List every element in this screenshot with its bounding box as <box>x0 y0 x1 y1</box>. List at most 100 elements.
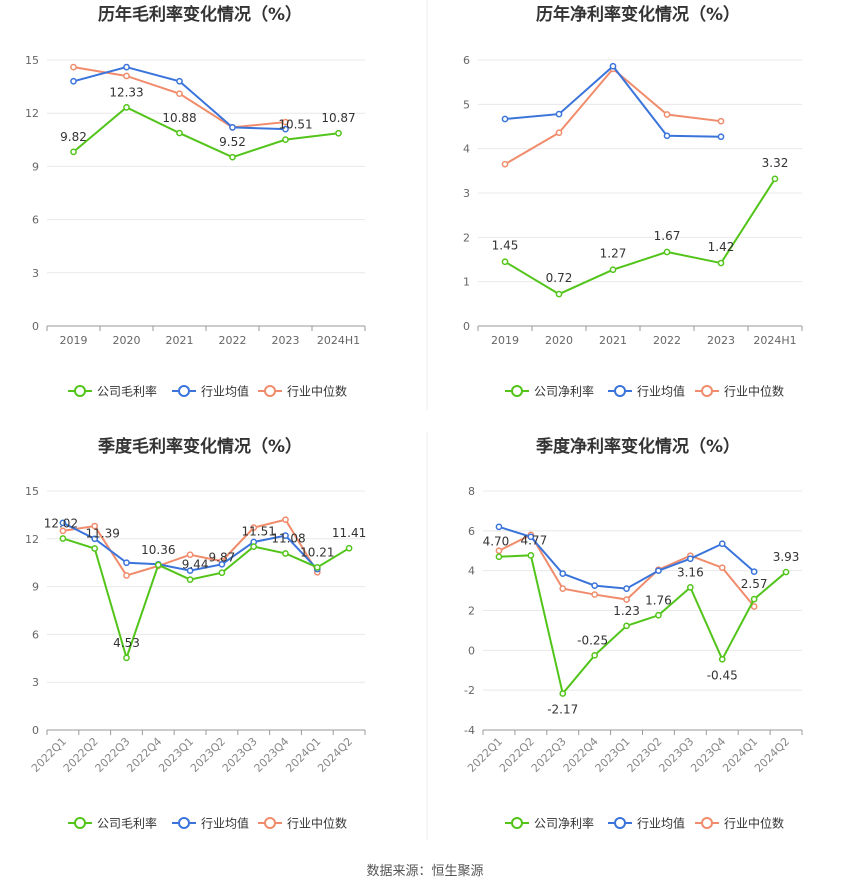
data-point[interactable] <box>655 567 662 575</box>
legend-item[interactable]: 公司毛利率 <box>68 816 157 831</box>
data-point[interactable] <box>717 259 725 267</box>
data-point[interactable] <box>591 591 599 598</box>
data-point[interactable] <box>59 519 67 527</box>
data-point[interactable] <box>218 560 226 568</box>
data-point[interactable] <box>123 572 130 579</box>
x-tick-label: 2023 <box>272 334 300 347</box>
data-point[interactable] <box>59 527 67 535</box>
data-point[interactable] <box>718 540 726 548</box>
legend-item[interactable]: 行业中位数 <box>258 384 347 399</box>
data-point[interactable] <box>186 567 194 575</box>
data-point[interactable] <box>123 63 130 71</box>
data-point[interactable] <box>70 148 77 156</box>
legend-label: 行业中位数 <box>724 816 784 831</box>
legend-item[interactable]: 行业均值 <box>172 384 249 399</box>
data-point[interactable] <box>718 655 726 663</box>
data-point[interactable] <box>559 690 567 697</box>
data-point[interactable] <box>501 160 509 168</box>
data-point[interactable] <box>591 651 599 659</box>
data-point[interactable] <box>123 654 130 662</box>
data-point[interactable] <box>771 175 779 183</box>
data-point[interactable] <box>663 111 671 118</box>
data-point[interactable] <box>555 129 563 137</box>
data-point[interactable] <box>501 115 509 123</box>
data-point[interactable] <box>282 532 289 539</box>
data-point[interactable] <box>718 564 726 572</box>
data-point[interactable] <box>555 110 563 118</box>
data-label: 11.41 <box>332 526 366 540</box>
chart-title: 历年净利率变化情况（%） <box>536 4 740 25</box>
legend-item[interactable]: 行业均值 <box>608 816 685 831</box>
data-point[interactable] <box>750 595 758 603</box>
legend-item[interactable]: 公司净利率 <box>505 816 594 831</box>
data-point[interactable] <box>623 596 630 603</box>
data-point[interactable] <box>282 136 289 143</box>
chart-4: 季度净利率变化情况（%）-4-2024682022Q12022Q22022Q32… <box>464 436 803 831</box>
data-point[interactable] <box>176 129 183 137</box>
data-point[interactable] <box>218 569 226 577</box>
legend-item[interactable]: 行业均值 <box>608 384 685 399</box>
data-point[interactable] <box>282 516 289 524</box>
data-point[interactable] <box>176 77 183 85</box>
data-point[interactable] <box>717 133 725 141</box>
data-point[interactable] <box>527 533 535 541</box>
data-point[interactable] <box>282 125 289 133</box>
data-point[interactable] <box>687 555 694 563</box>
x-tick-label: 2022 <box>653 334 681 347</box>
legend-label: 行业均值 <box>637 384 685 399</box>
data-point[interactable] <box>559 585 567 592</box>
data-point[interactable] <box>91 535 99 543</box>
legend-item[interactable]: 公司净利率 <box>505 384 594 399</box>
data-point[interactable] <box>559 570 567 578</box>
data-point[interactable] <box>335 129 342 137</box>
y-tick-label: 9 <box>32 581 39 594</box>
data-point[interactable] <box>609 62 617 70</box>
data-point[interactable] <box>663 248 671 256</box>
data-point[interactable] <box>663 132 671 140</box>
data-point[interactable] <box>250 543 258 550</box>
data-point[interactable] <box>495 553 503 561</box>
data-point[interactable] <box>176 90 183 98</box>
data-point[interactable] <box>495 547 503 555</box>
legend-item[interactable]: 行业中位数 <box>695 816 784 831</box>
legend-item[interactable]: 行业均值 <box>172 816 249 831</box>
data-point[interactable] <box>282 118 289 126</box>
data-point[interactable] <box>186 551 194 559</box>
legend-item[interactable]: 公司毛利率 <box>68 384 157 399</box>
data-point[interactable] <box>313 563 321 571</box>
data-point[interactable] <box>782 568 790 576</box>
data-point[interactable] <box>91 545 99 552</box>
data-point[interactable] <box>623 622 630 630</box>
data-point[interactable] <box>123 103 130 111</box>
data-point[interactable] <box>91 522 99 530</box>
data-point[interactable] <box>527 551 535 559</box>
data-point[interactable] <box>345 544 353 552</box>
data-point[interactable] <box>282 550 289 557</box>
data-point[interactable] <box>591 582 599 589</box>
data-point[interactable] <box>123 559 130 567</box>
data-point[interactable] <box>123 72 130 80</box>
data-point[interactable] <box>717 117 725 125</box>
data-point[interactable] <box>186 576 194 583</box>
x-tick-label: 2023 <box>707 334 735 347</box>
data-point[interactable] <box>229 153 236 161</box>
data-point[interactable] <box>687 584 694 591</box>
data-point[interactable] <box>609 266 617 274</box>
data-point[interactable] <box>655 611 662 619</box>
data-point[interactable] <box>495 523 503 531</box>
data-point[interactable] <box>250 524 258 531</box>
data-point[interactable] <box>750 568 758 576</box>
legend-item[interactable]: 行业中位数 <box>695 384 784 399</box>
data-label: 12.33 <box>109 85 143 99</box>
data-point[interactable] <box>555 290 563 298</box>
data-point[interactable] <box>750 603 758 610</box>
legend-item[interactable]: 行业中位数 <box>258 816 347 831</box>
data-point[interactable] <box>154 561 162 569</box>
data-point[interactable] <box>70 63 77 71</box>
data-point[interactable] <box>501 258 509 266</box>
data-point[interactable] <box>623 585 630 592</box>
legend-swatch-marker <box>264 817 276 829</box>
data-point[interactable] <box>70 77 77 85</box>
data-point[interactable] <box>59 535 67 542</box>
data-point[interactable] <box>229 124 236 131</box>
